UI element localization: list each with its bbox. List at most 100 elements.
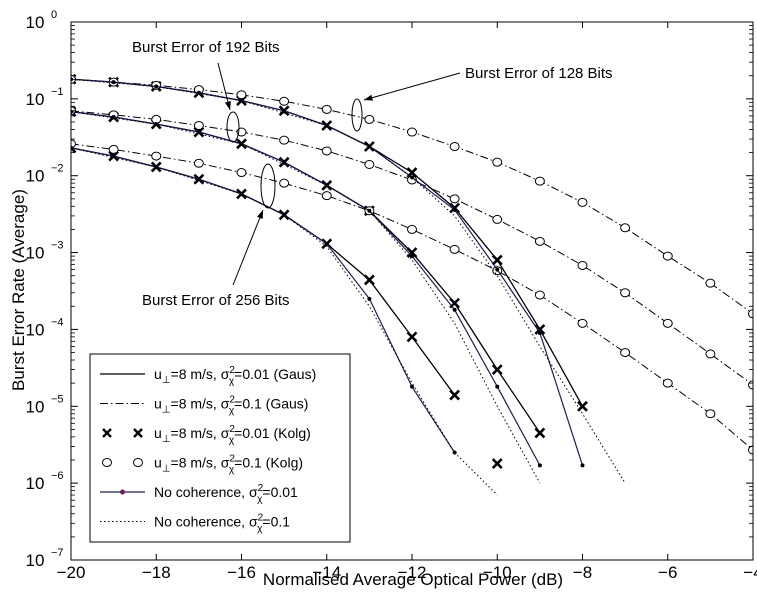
dot-marker: [410, 254, 414, 258]
x-tick-label: −6: [658, 563, 677, 582]
circle-marker: [578, 261, 587, 269]
y-axis-label: Burst Error Rate (Average): [9, 189, 28, 391]
x-tick-label: −20: [57, 563, 86, 582]
series-dashdot-128-line: [71, 79, 753, 314]
legend-circle-marker: [103, 459, 112, 467]
circle-marker: [578, 319, 587, 327]
circle-marker: [663, 379, 672, 387]
annotation-arrowhead: [364, 95, 373, 101]
series-dashdot-192-line: [71, 111, 753, 385]
y-tick-exponent: −5: [51, 393, 64, 405]
annotation-arrow-line: [364, 73, 460, 100]
y-tick-exponent: −1: [51, 86, 64, 98]
y-tick-exponent: −7: [51, 547, 64, 559]
circle-marker: [621, 349, 630, 357]
y-tick-exponent: −6: [51, 470, 64, 482]
circle-marker: [280, 136, 289, 144]
circle-marker: [535, 291, 544, 299]
circle-marker: [663, 252, 672, 260]
circle-marker: [450, 142, 459, 150]
x-marker: [365, 275, 374, 284]
circle-marker: [152, 152, 161, 160]
dot-marker: [112, 80, 116, 84]
y-tick-exponent: −4: [51, 316, 64, 328]
annotation-ellipse: [261, 164, 275, 208]
circle-marker: [194, 122, 203, 130]
y-tick-label: 10: [26, 397, 45, 416]
circle-marker: [535, 177, 544, 185]
y-tick-exponent: 0: [51, 9, 57, 21]
series-circle-192: [67, 107, 757, 389]
x-marker: [408, 332, 417, 341]
annotation-ellipse: [227, 112, 239, 142]
dot-marker: [282, 109, 286, 113]
annotation-label: Burst Error of 128 Bits: [465, 65, 613, 82]
y-tick-exponent: −2: [51, 163, 64, 175]
dot-marker: [325, 242, 329, 246]
dot-marker: [495, 268, 499, 272]
x-tick-label: −16: [227, 563, 256, 582]
x-tick-label: −18: [142, 563, 171, 582]
circle-marker: [493, 215, 502, 223]
x-marker: [493, 459, 502, 468]
y-tick-exponent: −3: [51, 240, 64, 252]
circle-marker: [280, 179, 289, 187]
dot-marker: [367, 297, 371, 301]
y-tick-label: 10: [26, 90, 45, 109]
circle-marker: [365, 160, 374, 168]
x-axis-label: Normalised Average Optical Power (dB): [263, 570, 563, 589]
circle-marker: [450, 195, 459, 203]
x-marker: [450, 391, 459, 400]
circle-marker: [535, 237, 544, 245]
circle-marker: [706, 350, 715, 358]
y-tick-label: 10: [26, 474, 45, 493]
circle-marker: [493, 158, 502, 166]
circle-marker: [578, 198, 587, 206]
circle-marker: [237, 169, 246, 177]
legend-circle-marker: [134, 459, 143, 467]
dot-marker: [453, 308, 457, 312]
legend-dot-marker: [120, 490, 125, 495]
dot-marker: [538, 463, 542, 467]
x-marker: [535, 428, 544, 437]
circle-marker: [194, 159, 203, 167]
circle-marker: [706, 279, 715, 287]
circle-marker: [621, 289, 630, 297]
series-dashdot-192: [71, 111, 753, 385]
x-marker: [493, 365, 502, 374]
circle-marker: [408, 128, 417, 136]
y-tick-label: 10: [26, 551, 45, 570]
circle-marker: [408, 225, 417, 233]
circle-marker: [322, 192, 331, 200]
circle-marker: [706, 410, 715, 418]
dot-marker: [282, 160, 286, 164]
dot-marker: [495, 385, 499, 389]
dot-marker: [453, 208, 457, 212]
annotation-label: Burst Error of 192 Bits: [132, 39, 280, 56]
circle-marker: [322, 105, 331, 113]
y-tick-label: 10: [26, 13, 45, 32]
dot-marker: [581, 463, 585, 467]
series-circle-128: [67, 75, 757, 318]
circle-marker: [365, 115, 374, 123]
circle-marker: [280, 97, 289, 105]
circle-marker: [450, 245, 459, 253]
x-tick-label: −4: [743, 563, 757, 582]
circle-marker: [109, 145, 118, 153]
annotation-arrow-line: [233, 210, 263, 285]
annotation-arrowhead: [257, 210, 263, 219]
dot-marker: [538, 331, 542, 335]
annotation-layer: Burst Error of 192 Bits Burst Error of 12…: [132, 39, 613, 309]
x-marker: [493, 256, 502, 265]
y-tick-label: 10: [26, 244, 45, 263]
annotation-arrowhead: [225, 101, 231, 110]
series-dashdot-128: [71, 79, 753, 314]
y-tick-label: 10: [26, 167, 45, 186]
x-tick-label: −8: [573, 563, 592, 582]
y-tick-label: 10: [26, 320, 45, 339]
circle-marker: [237, 91, 246, 99]
dot-marker: [197, 91, 201, 95]
